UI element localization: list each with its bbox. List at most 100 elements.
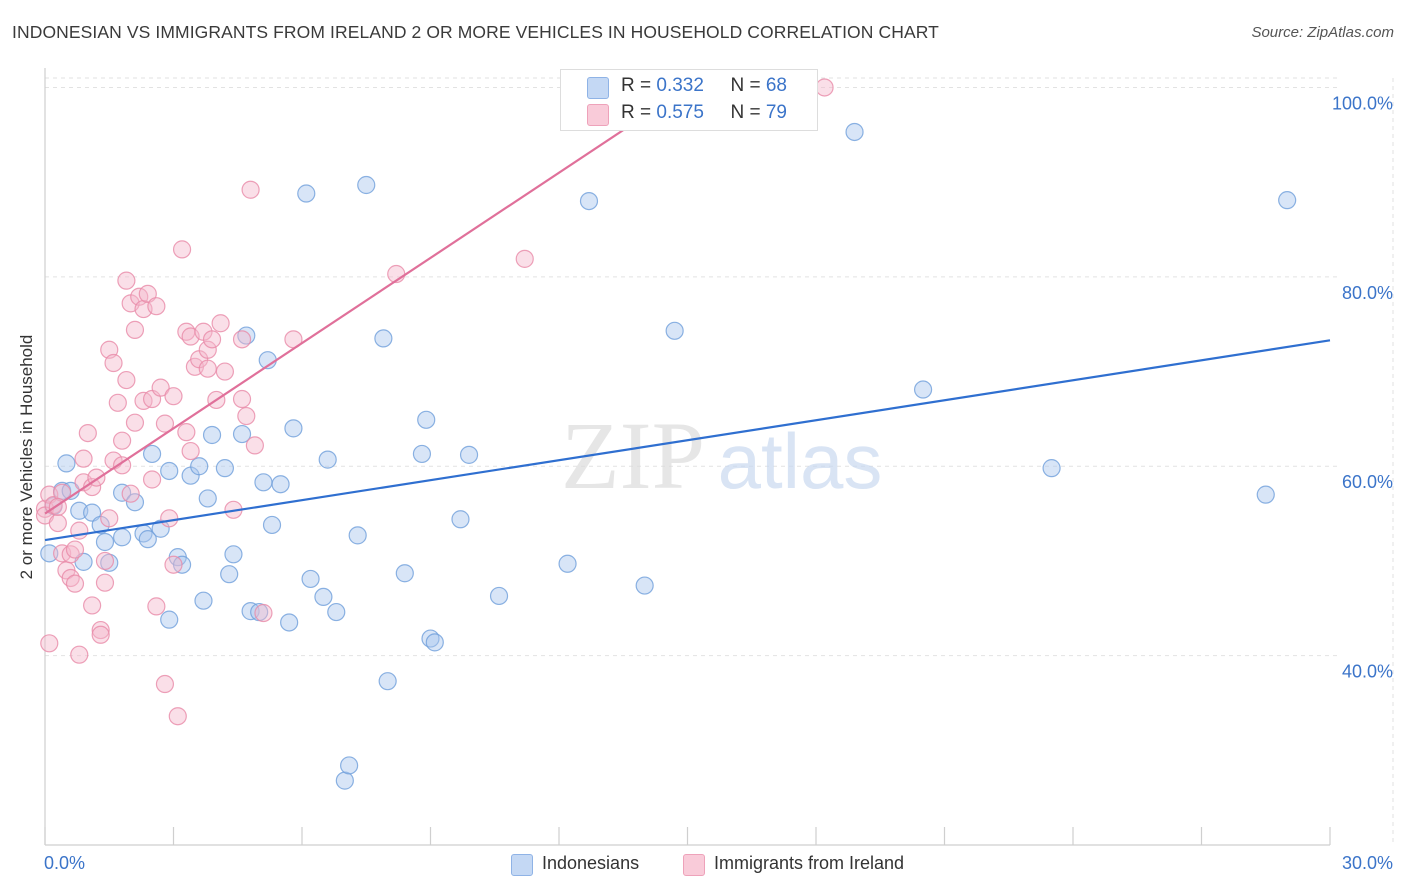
indonesians-point <box>254 473 273 492</box>
indonesians-point <box>558 554 577 573</box>
indonesians-point <box>40 544 59 563</box>
ireland-point <box>117 271 136 290</box>
indonesians-point <box>348 526 367 545</box>
ireland-point <box>100 509 119 528</box>
indonesians-point <box>378 672 397 691</box>
axes <box>44 68 1331 846</box>
ireland-point <box>138 284 157 303</box>
ireland-point <box>125 320 145 339</box>
ireland-point <box>40 634 59 653</box>
indonesians-point <box>284 419 303 438</box>
indonesians-point <box>95 532 115 552</box>
indonesians-point <box>412 444 432 464</box>
indonesians-point <box>112 528 132 547</box>
ireland-point <box>232 389 252 409</box>
ireland-point <box>125 413 145 432</box>
ireland-points <box>35 78 834 726</box>
watermark-atlas: atlas <box>718 417 883 505</box>
y-tick-label: 60.0% <box>1342 472 1393 492</box>
indonesians-point <box>374 329 393 348</box>
indonesians-point <box>314 587 333 607</box>
legend-item-ireland: Immigrants from Ireland <box>683 852 943 878</box>
ireland-point <box>112 431 132 450</box>
legend-r-label: R = <box>621 75 657 96</box>
ireland-point <box>108 393 127 412</box>
chart-title: INDONESIAN VS IMMIGRANTS FROM IRELAND 2 … <box>12 22 939 42</box>
indonesians-point <box>301 569 320 589</box>
legend-r-label: R = <box>621 102 657 123</box>
ireland-point <box>95 573 115 592</box>
x-tick-label: 0.0% <box>44 853 85 873</box>
y-tick-label: 80.0% <box>1342 283 1393 303</box>
indonesians-trend-line <box>44 339 1331 542</box>
ireland-point <box>147 297 166 316</box>
indonesians-point <box>190 457 209 476</box>
y-tick-label: 100.0% <box>1332 93 1393 113</box>
indonesians-point <box>198 489 217 508</box>
indonesians-point <box>417 410 436 429</box>
indonesians-point <box>271 475 290 494</box>
indonesians-point <box>335 771 354 790</box>
legend-item-indonesians: Indonesians <box>511 852 671 878</box>
legend-swatch-blue <box>511 854 533 876</box>
indonesians-point <box>297 184 316 203</box>
indonesians-point <box>635 576 654 595</box>
ireland-point <box>104 353 123 373</box>
indonesians-point <box>913 380 933 399</box>
indonesians-point <box>232 424 252 444</box>
indonesians-point <box>215 459 234 478</box>
indonesians-points <box>40 122 1297 790</box>
ireland-point <box>117 370 136 390</box>
ireland-point <box>198 359 217 378</box>
legend-r-value: 0.332 <box>656 75 704 96</box>
ireland-point <box>48 513 67 533</box>
legend-swatch-blue <box>587 77 609 99</box>
ireland-point <box>155 674 175 694</box>
legend-n-value: 79 <box>765 102 787 123</box>
ireland-point <box>65 540 85 559</box>
indonesians-point <box>202 425 222 445</box>
y-tick-label: 40.0% <box>1342 662 1393 682</box>
ireland-point <box>198 340 217 359</box>
indonesians-point <box>395 564 414 583</box>
source-credit: Source: ZipAtlas.com <box>1251 24 1394 41</box>
ireland-point <box>164 555 183 574</box>
ireland-point <box>155 414 175 433</box>
legend-n-label: N = <box>730 75 766 96</box>
indonesians-point <box>1278 191 1297 210</box>
ireland-point <box>83 596 102 615</box>
legend-r-value: 0.575 <box>656 102 704 123</box>
ireland-point <box>181 441 200 461</box>
ireland-point <box>515 249 534 268</box>
legend-swatch-pink <box>587 104 609 126</box>
indonesians-point <box>357 175 376 195</box>
ireland-point <box>160 509 179 528</box>
ireland-point <box>172 240 192 259</box>
watermark: ZIP atlas <box>561 402 882 509</box>
indonesians-point <box>194 591 213 610</box>
indonesians-point <box>579 191 599 211</box>
trend-lines <box>44 86 1331 542</box>
indonesians-point <box>160 610 179 629</box>
indonesians-point <box>340 756 359 775</box>
indonesians-point <box>489 586 509 606</box>
indonesians-point <box>665 321 684 340</box>
indonesians-point <box>57 454 76 473</box>
ireland-point <box>245 436 264 455</box>
ireland-point <box>147 597 166 616</box>
legend-n-label: N = <box>730 102 766 123</box>
ireland-point <box>65 574 85 593</box>
indonesians-point <box>160 461 179 481</box>
indonesians-point <box>262 515 282 535</box>
indonesians-point <box>83 503 102 522</box>
ireland-point <box>164 387 183 406</box>
indonesians-point <box>224 545 243 564</box>
tick-labels: 40.0% 60.0% 80.0% 100.0% 0.0% 30.0% <box>44 93 1393 873</box>
indonesians-point <box>280 613 299 632</box>
legend-swatch-pink <box>683 854 705 876</box>
indonesians-point <box>459 445 479 464</box>
ireland-point <box>241 180 260 199</box>
indonesians-point <box>1256 485 1275 504</box>
ireland-point <box>237 406 256 426</box>
indonesians-point <box>845 122 864 142</box>
